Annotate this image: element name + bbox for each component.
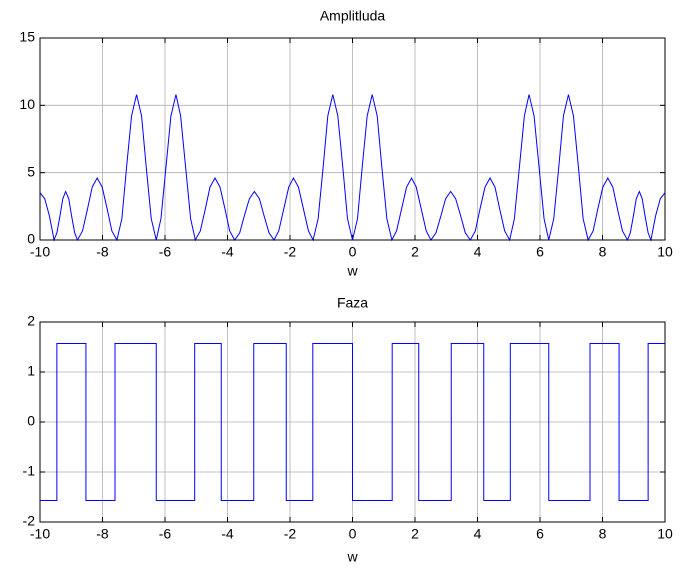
- x-tick-label: 0: [349, 526, 357, 542]
- y-tick-label: -1: [23, 463, 36, 479]
- x-tick-label: 2: [411, 244, 419, 260]
- x-tick-label: 8: [599, 526, 607, 542]
- x-tick-label: 6: [536, 526, 544, 542]
- x-tick-label: -8: [96, 244, 109, 260]
- chart-title: Amplitluda: [320, 8, 386, 24]
- y-tick-label: 0: [27, 231, 35, 247]
- x-tick-label: 4: [474, 244, 482, 260]
- x-axis-label: w: [346, 549, 358, 565]
- x-tick-label: 6: [536, 244, 544, 260]
- chart-title: Faza: [337, 295, 368, 311]
- data-line: [40, 342, 665, 502]
- x-tick-label: -10: [30, 526, 50, 542]
- x-tick-label: -2: [284, 244, 297, 260]
- x-axis-label: w: [346, 263, 358, 279]
- x-tick-label: -4: [221, 244, 234, 260]
- y-tick-label: 15: [19, 29, 35, 45]
- x-tick-label: -8: [96, 526, 109, 542]
- x-tick-label: -4: [221, 526, 234, 542]
- x-tick-label: 4: [474, 526, 482, 542]
- axes-frame: [39, 321, 666, 523]
- y-tick-label: 5: [27, 163, 35, 179]
- y-tick-label: 0: [27, 413, 35, 429]
- x-tick-label: 10: [657, 244, 673, 260]
- y-tick-label: 1: [27, 363, 35, 379]
- x-tick-label: -6: [159, 526, 172, 542]
- x-tick-label: -10: [30, 244, 50, 260]
- x-tick-label: 10: [657, 526, 673, 542]
- x-tick-label: -2: [284, 526, 297, 542]
- x-tick-label: -6: [159, 244, 172, 260]
- x-tick-label: 2: [411, 526, 419, 542]
- y-tick-label: 10: [19, 96, 35, 112]
- y-tick-label: -2: [23, 513, 36, 529]
- x-tick-label: 8: [599, 244, 607, 260]
- axes-frame: [39, 37, 666, 241]
- y-tick-label: 2: [27, 313, 35, 329]
- x-tick-label: 0: [349, 244, 357, 260]
